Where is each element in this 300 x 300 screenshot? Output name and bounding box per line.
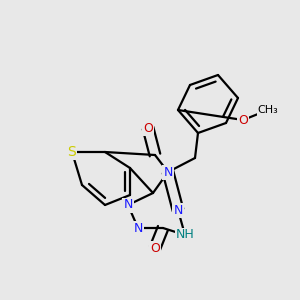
Text: N: N	[123, 199, 133, 212]
Text: N: N	[133, 221, 143, 235]
Text: S: S	[68, 145, 76, 159]
Text: NH: NH	[176, 229, 194, 242]
Text: O: O	[143, 122, 153, 134]
Text: O: O	[238, 113, 248, 127]
Text: O: O	[150, 242, 160, 254]
Text: CH₃: CH₃	[258, 105, 278, 115]
Text: N: N	[173, 203, 183, 217]
Text: N: N	[163, 166, 173, 178]
